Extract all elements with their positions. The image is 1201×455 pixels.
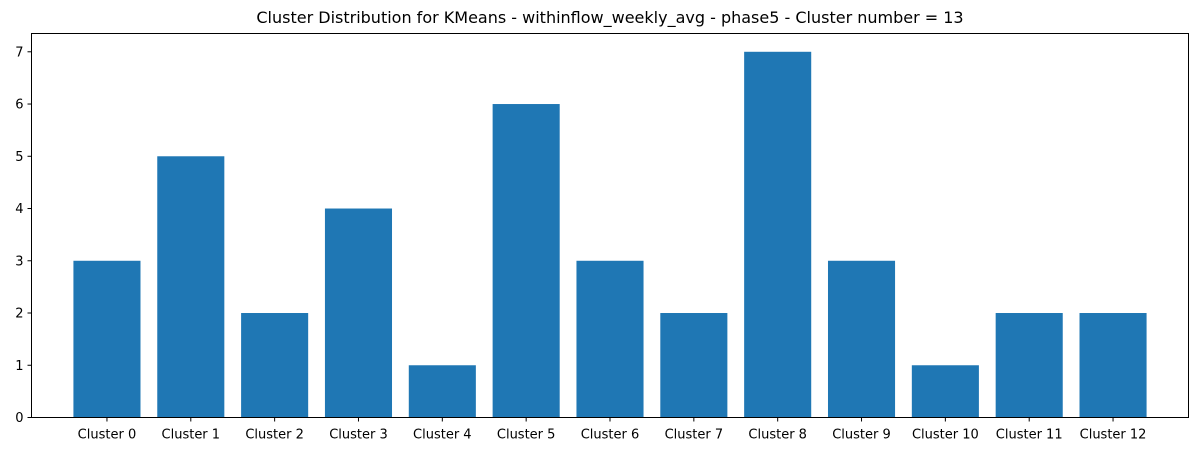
bar-cluster-8	[744, 51, 812, 418]
bar-cluster-2	[241, 313, 309, 418]
x-tick-label: Cluster 4	[413, 428, 472, 443]
x-tick-label: Cluster 2	[245, 428, 304, 443]
bar-cluster-9	[827, 260, 896, 418]
x-tick-label: Cluster 8	[748, 428, 807, 443]
bar-cluster-10	[911, 365, 979, 418]
bar-cluster-0	[73, 260, 141, 418]
y-tick-label: 7	[15, 45, 23, 60]
x-tick-label: Cluster 7	[665, 428, 724, 443]
bar-cluster-1	[157, 156, 225, 418]
bar-cluster-4	[408, 365, 476, 418]
x-tick-label: Cluster 9	[832, 428, 891, 443]
x-tick-label: Cluster 6	[581, 428, 640, 443]
bar-cluster-7	[660, 313, 728, 418]
y-tick-label: 5	[15, 150, 23, 165]
y-axis: 0 1 2 3 4 5 6 7	[15, 45, 32, 426]
bar-cluster-11	[995, 313, 1063, 418]
x-tick-label: Cluster 10	[912, 428, 979, 443]
plot-frame	[31, 33, 1189, 418]
y-tick-label: 0	[15, 411, 23, 426]
y-tick-label: 1	[15, 359, 23, 374]
x-axis: Cluster 0 Cluster 1 Cluster 2 Cluster 3 Clus…	[78, 417, 1147, 443]
y-tick-label: 4	[15, 202, 23, 217]
y-tick-label: 3	[15, 254, 23, 269]
x-tick-label: Cluster 5	[497, 428, 556, 443]
chart-title: Cluster Distribution for KMeans - within…	[256, 8, 963, 28]
y-tick-label: 6	[15, 98, 23, 113]
x-tick-label: Cluster 11	[996, 428, 1063, 443]
bar-cluster-12	[1079, 313, 1147, 418]
x-tick-label: Cluster 0	[78, 428, 137, 443]
x-tick-label: Cluster 12	[1080, 428, 1147, 443]
y-tick-label: 2	[15, 307, 23, 322]
bar-cluster-6	[576, 260, 644, 418]
bar-cluster-3	[324, 208, 393, 418]
bar-cluster-5	[492, 104, 560, 418]
x-tick-label: Cluster 3	[329, 428, 388, 443]
bars	[73, 51, 1147, 418]
x-tick-label: Cluster 1	[162, 428, 221, 443]
